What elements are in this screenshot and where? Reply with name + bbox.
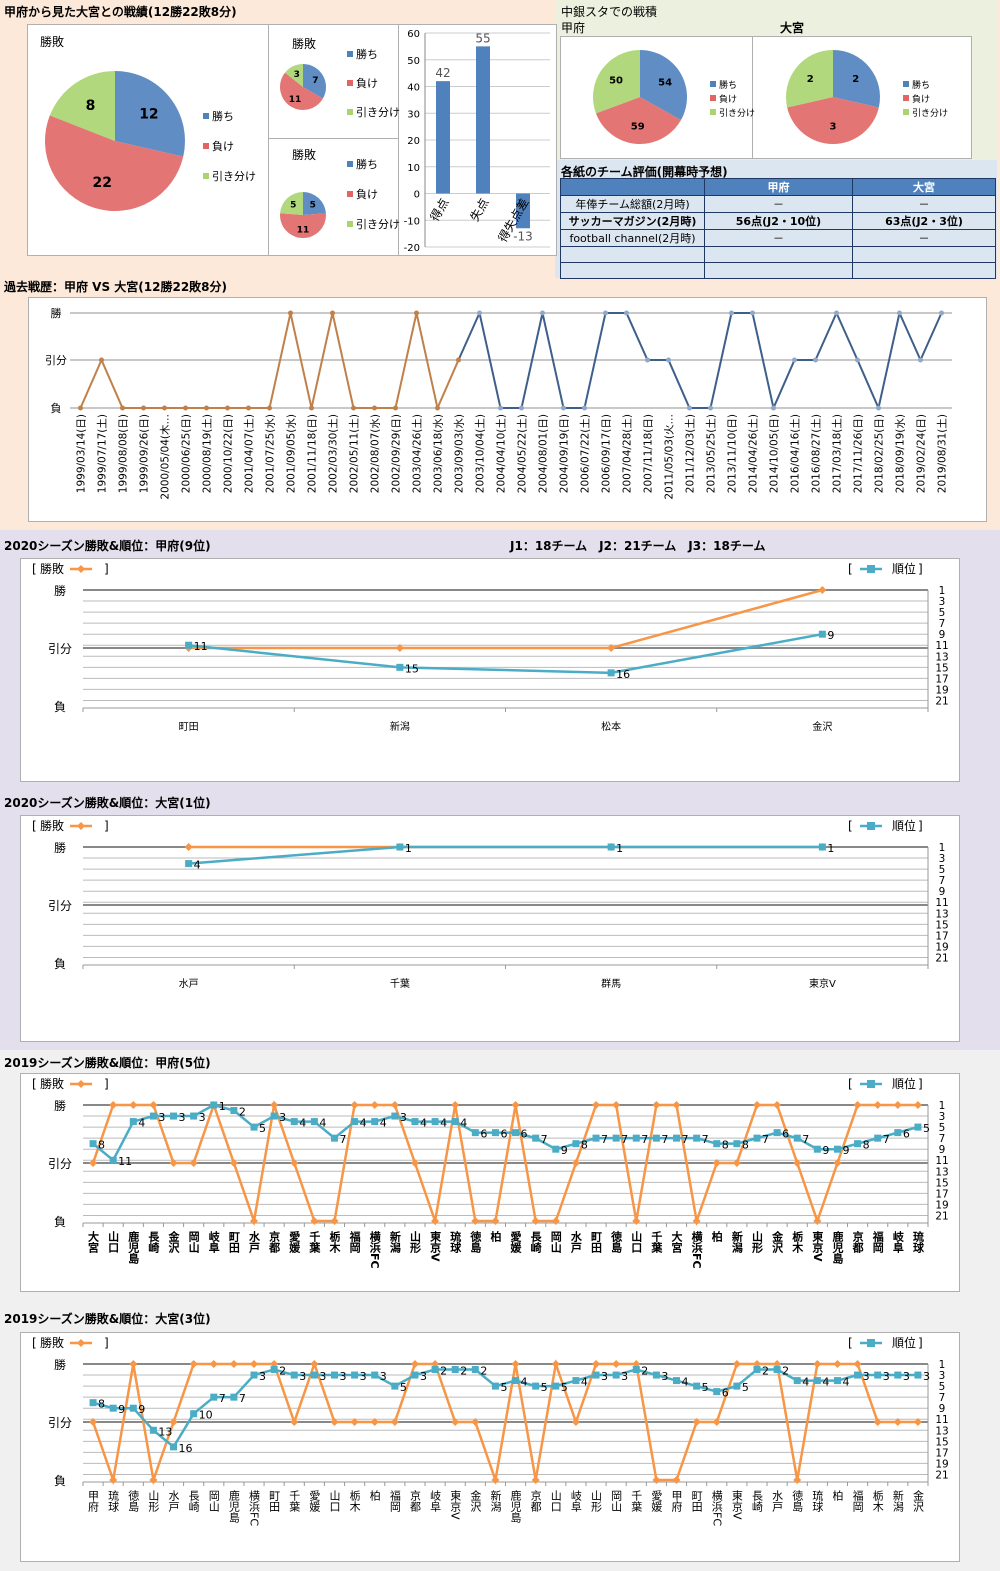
ratings-title: 各紙のチーム評価(開幕時予想) bbox=[561, 165, 728, 179]
stadium-omiya-label: 大宮 bbox=[780, 21, 805, 35]
stadium-pies bbox=[560, 36, 972, 159]
table-row: 年俸チーム総額(2月時) －－ bbox=[560, 195, 996, 213]
cell bbox=[704, 246, 853, 263]
s2019-omiya-chart bbox=[20, 1332, 960, 1562]
table-header: 甲府 大宮 bbox=[560, 178, 996, 196]
table-row: サッカーマガジン(2月時) 56点(J2・10位) 63点(J2・3位) bbox=[560, 212, 996, 230]
cell: 56点(J2・10位) bbox=[704, 212, 853, 230]
league-size-note: J1：18チーム J2：21チーム J3：18チーム bbox=[510, 539, 766, 553]
cell bbox=[560, 246, 705, 263]
divider bbox=[268, 24, 269, 255]
header-cell bbox=[560, 178, 705, 196]
cell: － bbox=[852, 195, 996, 213]
s2020-omiya-title: 2020シーズン勝敗&順位：大宮(1位) bbox=[4, 796, 211, 810]
divider bbox=[268, 138, 398, 139]
cell: 63点(J2・3位) bbox=[852, 212, 996, 230]
cell bbox=[704, 262, 853, 279]
page-title: 甲府から見た大宮との戦績(12勝22敗8分) bbox=[4, 5, 237, 19]
table-row bbox=[560, 246, 996, 263]
s2020-omiya-chart bbox=[20, 815, 960, 1042]
history-chart bbox=[28, 297, 987, 522]
cell bbox=[852, 246, 996, 263]
table-row: football channel(2月時) －－ bbox=[560, 229, 996, 247]
cell: － bbox=[704, 195, 853, 213]
goals-bar-panel bbox=[398, 24, 557, 256]
header-cell: 大宮 bbox=[852, 178, 996, 196]
divider bbox=[752, 36, 753, 158]
s2019-kofu-chart bbox=[20, 1073, 960, 1292]
pie-panel bbox=[27, 24, 399, 256]
s2020-kofu-chart bbox=[20, 558, 960, 782]
history-title: 過去戦歴：甲府 VS 大宮(12勝22敗8分) bbox=[4, 280, 228, 294]
ratings-table: 甲府 大宮 年俸チーム総額(2月時) －－ サッカーマガジン(2月時) 56点(J2… bbox=[560, 178, 996, 279]
cell: － bbox=[704, 229, 853, 247]
cell: football channel(2月時) bbox=[560, 229, 705, 247]
table-row bbox=[560, 262, 996, 279]
cell: 年俸チーム総額(2月時) bbox=[560, 195, 705, 213]
cell bbox=[560, 262, 705, 279]
s2019-omiya-title: 2019シーズン勝敗&順位：大宮(3位) bbox=[4, 1312, 211, 1326]
stadium-title: 中銀スタでの戦積 bbox=[561, 5, 658, 19]
cell: サッカーマガジン(2月時) bbox=[560, 212, 705, 230]
cell: － bbox=[852, 229, 996, 247]
s2019-kofu-title: 2019シーズン勝敗&順位：甲府(5位) bbox=[4, 1056, 211, 1070]
s2020-kofu-title: 2020シーズン勝敗&順位：甲府(9位) bbox=[4, 539, 211, 553]
cell bbox=[852, 262, 996, 279]
stadium-kofu-label: 甲府 bbox=[561, 21, 586, 35]
header-cell: 甲府 bbox=[704, 178, 853, 196]
